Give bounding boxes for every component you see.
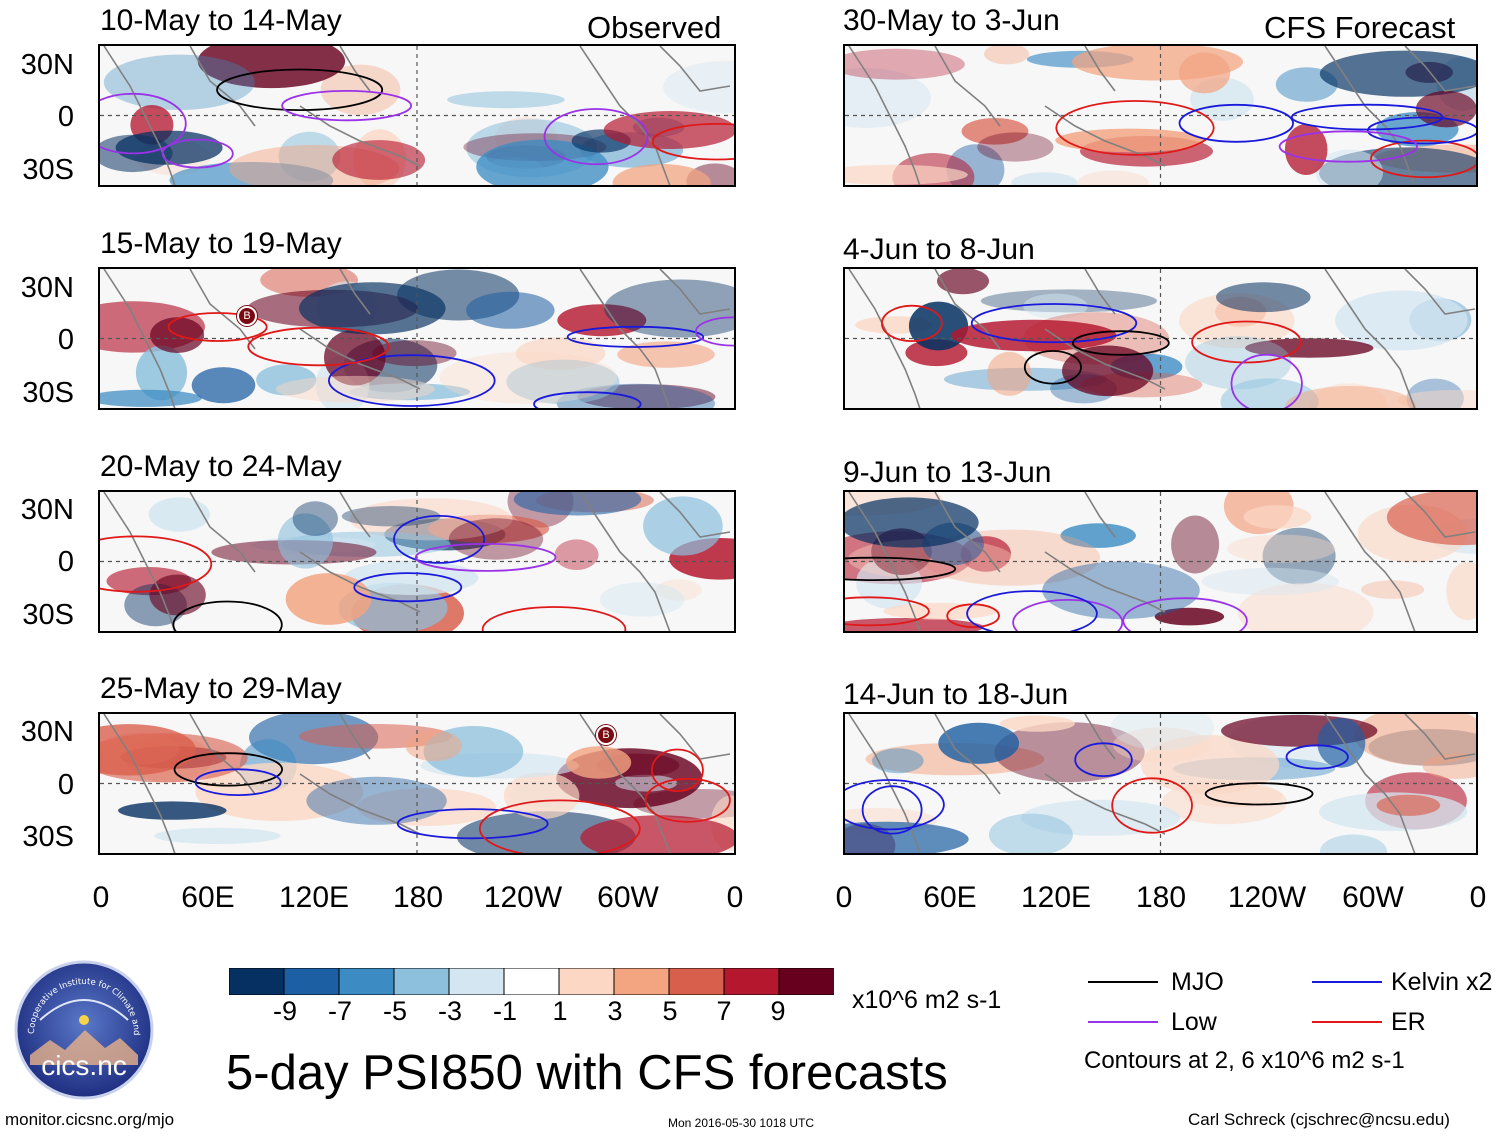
colorbar-swatch	[558, 967, 615, 996]
anomaly-field	[100, 492, 734, 631]
colorbar-tick: -9	[272, 996, 297, 1026]
y-label-30n: 30N	[20, 494, 74, 526]
legend-label-mjo: MJO	[1171, 968, 1224, 996]
footer-author: Carl Schreck (cjschrec@ncsu.edu)	[1188, 1110, 1450, 1129]
map-panel-right-4	[843, 712, 1478, 855]
colorbar-swatch	[448, 967, 505, 996]
anomaly-field	[100, 269, 734, 408]
anomaly-field	[845, 269, 1476, 408]
legend-line-mjo	[1088, 981, 1158, 983]
panel-title-right-1: 30-May to 3-Jun	[843, 4, 1060, 37]
legend-label-kelvin: Kelvin x2	[1391, 968, 1493, 996]
x-label: 0	[1469, 881, 1487, 914]
anomaly-field	[845, 714, 1476, 853]
x-label: 60E	[181, 881, 235, 914]
colorbar-tick: 9	[770, 996, 786, 1026]
colorbar-units: x10^6 m2 s-1	[852, 986, 1002, 1014]
map-panel-right-1	[843, 44, 1478, 187]
x-label: 180	[1135, 881, 1187, 914]
y-label-eq: 0	[57, 101, 74, 133]
colorbar-swatch	[283, 967, 340, 996]
y-label-30n: 30N	[20, 272, 74, 304]
panel-title-right-3: 9-Jun to 13-Jun	[843, 456, 1052, 489]
colorbar-tick: -3	[437, 996, 462, 1026]
cfs-forecast-label: CFS Forecast	[1264, 10, 1456, 45]
anomaly-field	[845, 46, 1476, 185]
colorbar-tick: 1	[552, 996, 568, 1026]
y-label-30n: 30N	[20, 716, 74, 748]
x-label: 60W	[1342, 881, 1404, 914]
storm-marker-icon: B	[596, 725, 616, 745]
y-label-30s: 30S	[22, 821, 74, 853]
y-label-eq: 0	[57, 546, 74, 578]
panel-title-left-3: 20-May to 24-May	[100, 450, 342, 483]
footer-url: monitor.cicsnc.org/mjo	[5, 1110, 175, 1129]
colorbar-swatch	[723, 967, 780, 996]
colorbar-tick: -5	[382, 996, 407, 1026]
x-label: 120E	[1020, 881, 1092, 914]
observed-label: Observed	[587, 10, 722, 45]
cics-logo: Cooperative Institute for Climate and Sa…	[7, 953, 158, 1100]
y-label-30n: 30N	[20, 49, 74, 81]
panel-title-right-4: 14-Jun to 18-Jun	[843, 678, 1069, 711]
legend-line-low	[1088, 1021, 1158, 1023]
storm-marker-icon: B	[237, 306, 257, 326]
panel-title-left-2: 15-May to 19-May	[100, 227, 342, 260]
colorbar-tick: 7	[716, 996, 732, 1026]
map-panel-left-1	[98, 44, 736, 187]
legend-line-er	[1312, 1021, 1382, 1023]
contour-note: Contours at 2, 6 x10^6 m2 s-1	[1084, 1047, 1405, 1074]
panel-title-right-2: 4-Jun to 8-Jun	[843, 233, 1035, 266]
x-label: 120W	[483, 881, 563, 914]
anomaly-field	[845, 492, 1476, 631]
footer-timestamp: Mon 2016-05-30 1018 UTC	[668, 1116, 815, 1130]
colorbar-swatch	[393, 967, 450, 996]
x-label: 0	[835, 881, 853, 914]
map-panel-left-3	[98, 490, 736, 633]
anomaly-field	[100, 714, 734, 853]
map-panel-left-4	[98, 712, 736, 855]
y-label-30s: 30S	[22, 154, 74, 186]
y-label-eq: 0	[57, 769, 74, 801]
x-label: 60E	[923, 881, 977, 914]
y-label-30s: 30S	[22, 377, 74, 409]
legend-line-kelvin	[1312, 981, 1382, 983]
x-label: 0	[726, 881, 744, 914]
legend-label-low: Low	[1171, 1008, 1217, 1036]
x-label: 0	[92, 881, 110, 914]
main-title: 5-day PSI850 with CFS forecasts	[226, 1046, 948, 1100]
y-label-30s: 30S	[22, 599, 74, 631]
panel-title-left-1: 10-May to 14-May	[100, 4, 342, 37]
colorbar	[228, 967, 835, 996]
x-label: 120E	[278, 881, 350, 914]
colorbar-tick: 3	[607, 996, 623, 1026]
y-label-eq: 0	[57, 324, 74, 356]
anomaly-field	[100, 46, 734, 185]
colorbar-swatch	[338, 967, 395, 996]
map-panel-right-2	[843, 267, 1478, 410]
x-label: 60W	[597, 881, 659, 914]
colorbar-swatch	[613, 967, 670, 996]
map-panel-right-3	[843, 490, 1478, 633]
map-panel-left-2	[98, 267, 736, 410]
colorbar-swatch	[778, 967, 835, 996]
colorbar-swatch	[668, 967, 725, 996]
colorbar-swatch	[228, 967, 285, 996]
colorbar-tick: -1	[492, 996, 517, 1026]
panel-title-left-4: 25-May to 29-May	[100, 672, 342, 705]
colorbar-tick: 5	[662, 996, 678, 1026]
logo-text: cics.nc	[41, 1050, 127, 1081]
colorbar-swatch	[503, 967, 560, 996]
colorbar-tick: -7	[327, 996, 352, 1026]
legend-label-er: ER	[1391, 1008, 1426, 1036]
x-label: 180	[392, 881, 444, 914]
x-label: 120W	[1227, 881, 1307, 914]
